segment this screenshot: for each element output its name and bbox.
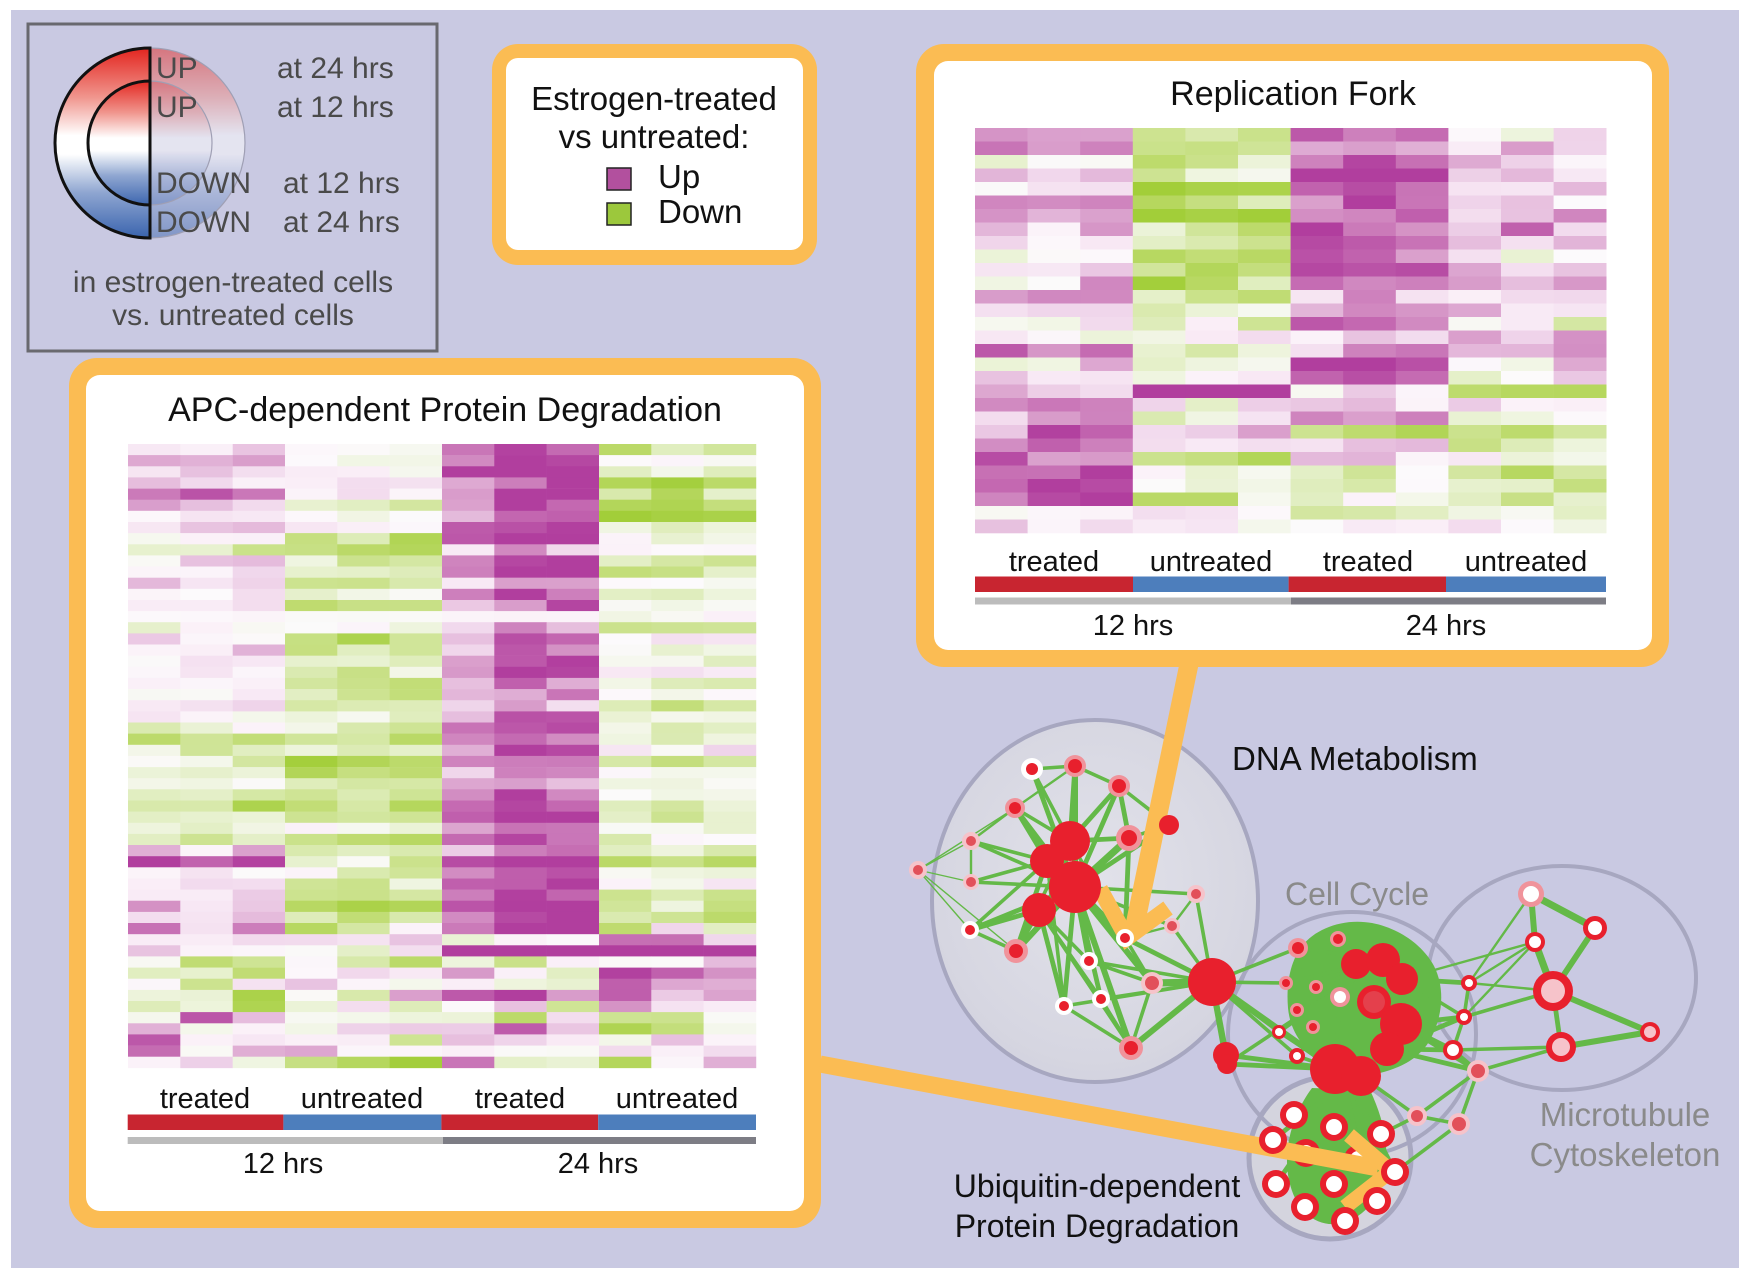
svg-text:UP: UP: [156, 91, 198, 124]
svg-text:at 24 hrs: at 24 hrs: [283, 206, 400, 239]
svg-text:Protein Degradation: Protein Degradation: [955, 1208, 1240, 1244]
svg-text:12 hrs: 12 hrs: [243, 1148, 324, 1180]
svg-text:treated: treated: [475, 1083, 565, 1115]
svg-text:at 24 hrs: at 24 hrs: [277, 52, 394, 85]
svg-text:untreated: untreated: [1150, 546, 1273, 578]
svg-text:at 12 hrs: at 12 hrs: [283, 167, 400, 200]
svg-text:vs untreated:: vs untreated:: [559, 118, 750, 155]
svg-text:Cell Cycle: Cell Cycle: [1285, 876, 1429, 912]
svg-text:Microtubule: Microtubule: [1540, 1096, 1711, 1133]
svg-text:DNA Metabolism: DNA Metabolism: [1232, 740, 1478, 777]
svg-text:at 12 hrs: at 12 hrs: [277, 91, 394, 124]
svg-text:untreated: untreated: [1465, 546, 1588, 578]
svg-text:12 hrs: 12 hrs: [1093, 610, 1174, 642]
svg-text:treated: treated: [1009, 546, 1099, 578]
svg-text:Cytoskeleton: Cytoskeleton: [1530, 1136, 1721, 1173]
svg-text:in estrogen-treated cells: in estrogen-treated cells: [73, 266, 393, 299]
svg-text:vs. untreated cells: vs. untreated cells: [112, 299, 354, 332]
svg-text:Estrogen-treated: Estrogen-treated: [531, 80, 777, 117]
svg-text:24 hrs: 24 hrs: [1406, 610, 1487, 642]
svg-text:24 hrs: 24 hrs: [558, 1148, 639, 1180]
svg-text:treated: treated: [1323, 546, 1413, 578]
svg-text:APC-dependent Protein Degradat: APC-dependent Protein Degradation: [168, 391, 722, 429]
svg-text:untreated: untreated: [616, 1083, 739, 1115]
svg-text:DOWN: DOWN: [156, 206, 251, 239]
svg-text:untreated: untreated: [301, 1083, 424, 1115]
svg-text:Down: Down: [658, 193, 742, 230]
svg-text:Ubiquitin-dependent: Ubiquitin-dependent: [954, 1168, 1241, 1204]
svg-text:Up: Up: [658, 158, 700, 195]
svg-text:DOWN: DOWN: [156, 167, 251, 200]
svg-text:UP: UP: [156, 52, 198, 85]
svg-text:treated: treated: [160, 1083, 250, 1115]
svg-text:Replication Fork: Replication Fork: [1170, 75, 1417, 113]
